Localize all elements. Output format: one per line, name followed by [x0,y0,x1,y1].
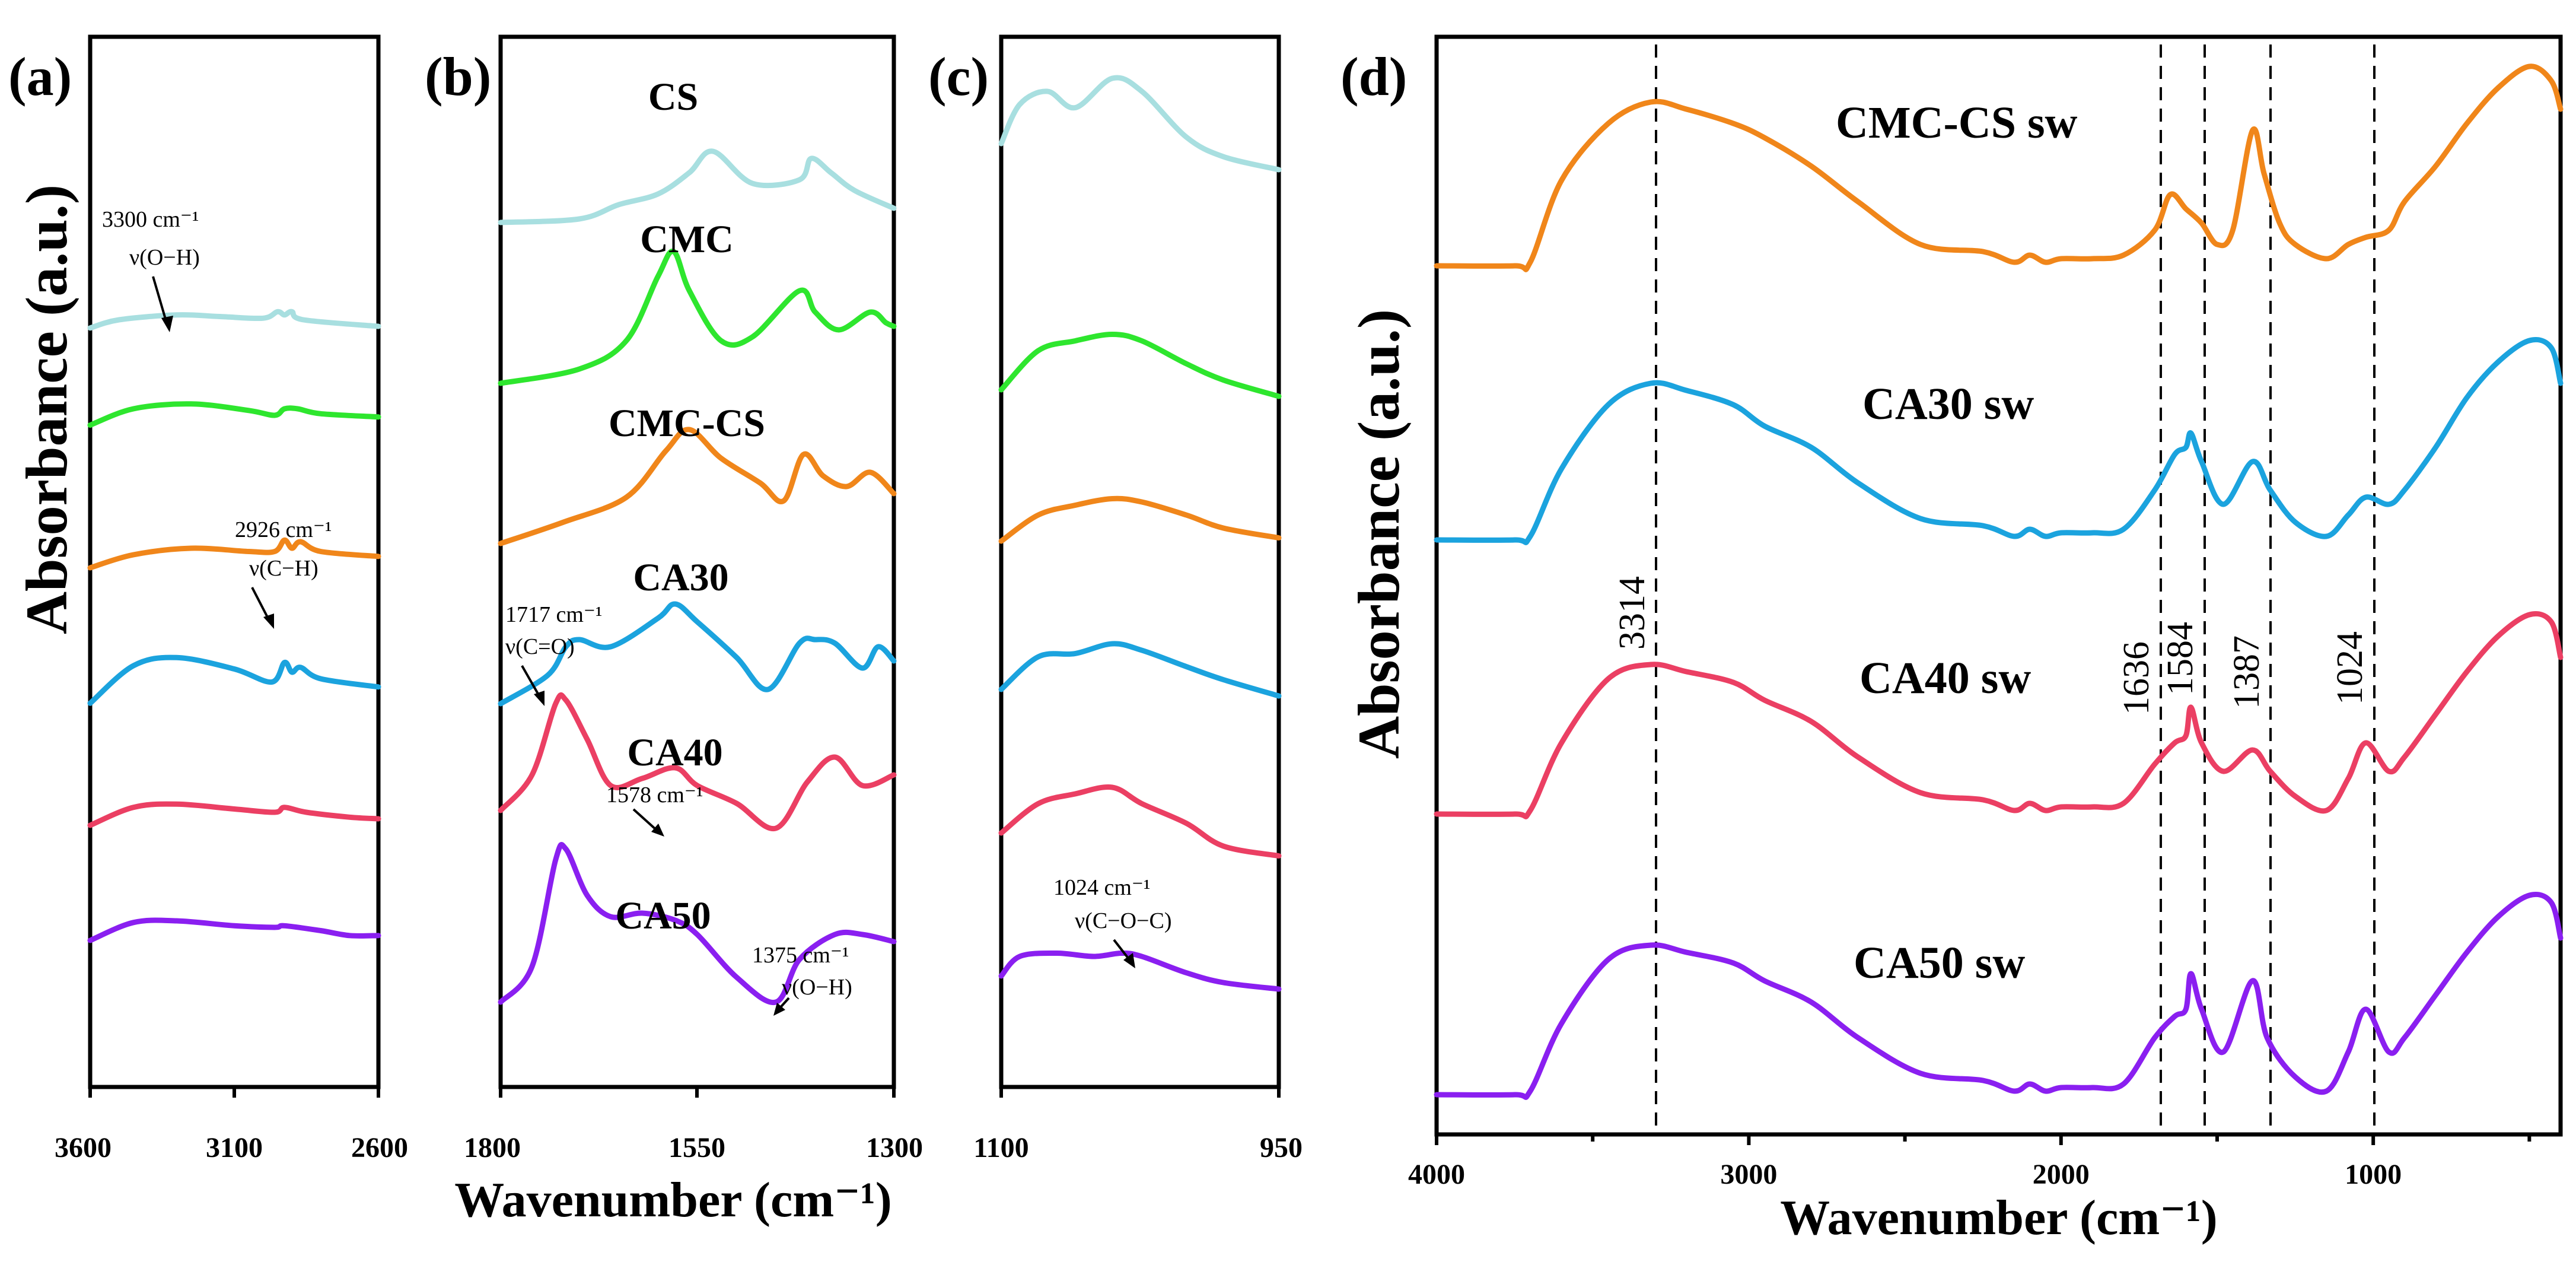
arrowhead-icon [161,316,173,332]
arrowhead-icon [534,691,545,706]
panel-d-vlines [1655,44,2376,1130]
panel-d-label: (d) [1340,46,1407,107]
spectrum-cs [498,148,897,225]
panel-d-tick-label: 2000 [2033,1159,2090,1190]
series-label-ca40-sw: CA40 sw [1859,653,2031,703]
panel-c: (c) 1100 950 1024 cm⁻¹ ν(C−O−C) [928,34,1303,1164]
spectrum-ca50 [998,950,1282,992]
spectrum-cs [998,75,1282,173]
panel-d: (d) Absorbance (a.u.) 3314 1636 1584 138… [1340,34,2564,1245]
series-label-ca30: CA30 [633,556,728,599]
panel-c-frame [999,34,1281,1089]
spectrum-cmc-cs [498,427,897,546]
panel-a-x-ticks: 3600 3100 2600 [55,1087,408,1164]
panel-d-x-ticks: 4000 3000 2000 1000 [1408,1134,2532,1190]
spectrum-cs [87,309,381,331]
panel-d-tick-label: 3000 [1720,1159,1777,1190]
panel-a: (a) Absorbance (a.u.) 3600 3100 2600 330… [8,34,408,1164]
vline-label-3314: 3314 [1612,576,1652,650]
vline-label-1636: 1636 [2116,641,2157,715]
series-label-ca50-sw: CA50 sw [1854,938,2025,988]
arrowhead-icon [773,1003,785,1016]
vline-label-1584: 1584 [2160,622,2201,695]
series-label-ca50: CA50 [615,894,711,937]
annotation-arrow [152,276,168,326]
spectrum-ca30 [87,654,381,706]
panel-a-annotation-oh: 3300 cm⁻¹ ν(O−H) [102,207,200,332]
panel-c-tick-label: 950 [1260,1132,1303,1164]
series-label-cmc-cs: CMC-CS [609,402,765,445]
panel-d-curves [1434,63,2564,1100]
spectrum-ca30 [498,601,897,707]
panel-b-annotation-1375: 1375 cm⁻¹ ν(O−H) [752,943,852,1016]
arrowhead-icon [1123,953,1135,968]
spectrum-cmc [498,249,897,386]
series-label-cs: CS [648,75,698,119]
annotation-text: 1717 cm⁻¹ [505,602,602,627]
panel-b-curves [498,148,897,1006]
panel-c-curves [998,75,1282,992]
panel-d-tick-label: 1000 [2345,1159,2402,1190]
annotation-text: 1024 cm⁻¹ [1053,875,1150,900]
panel-a-label: (a) [8,46,72,107]
spectrum-ca30-sw [1434,337,2564,545]
spectrum-ca50 [87,917,381,943]
panel-b-tick-label: 1300 [866,1132,923,1164]
panel-c-x-ticks: 1100 950 [973,1087,1303,1164]
annotation-text: 1375 cm⁻¹ [752,943,849,968]
annotation-text: 3300 cm⁻¹ [102,207,199,232]
annotation-text: 2926 cm⁻¹ [235,517,332,542]
series-label-cmc-cs-sw: CMC-CS sw [1836,98,2078,148]
panel-c-label: (c) [928,46,989,107]
spectrum-ca40 [498,692,897,832]
annotation-text: ν(C−O−C) [1075,908,1172,933]
panel-b-tick-label: 1550 [668,1132,725,1164]
spectrum-cmc-cs-sw [1434,63,2564,272]
annotation-text: ν(C=O) [505,634,575,659]
panel-b-tick-label: 1800 [464,1132,521,1164]
annotation-arrow [632,808,658,832]
panel-d-xlabel: Wavenumber (cm⁻¹) [1780,1190,2218,1245]
vline-label-1387: 1387 [2227,635,2267,709]
arrowhead-icon [651,824,664,837]
spectrum-cmc-cs [998,495,1282,544]
panel-c-annotation-coc: 1024 cm⁻¹ ν(C−O−C) [1053,875,1172,968]
panel-a-frame [88,34,381,1089]
series-label-ca30-sw: CA30 sw [1862,379,2034,429]
panel-b-x-ticks: 1800 1550 1300 [464,1087,923,1164]
panel-a-tick-label: 2600 [351,1132,408,1164]
spectrum-ca30 [998,641,1282,699]
vline-label-1024: 1024 [2330,631,2370,705]
panel-a-annotation-ch: 2926 cm⁻¹ ν(C−H) [235,517,332,629]
annotation-text: ν(O−H) [782,975,852,1000]
spectrum-ca50-sw [1434,892,2564,1100]
spectrum-ca40 [998,784,1282,859]
panel-b-xlabel: Wavenumber (cm⁻¹) [454,1172,892,1228]
spectrum-ca40 [87,801,381,828]
panel-b-label: (b) [425,46,491,107]
panel-c-tick-label: 1100 [973,1132,1029,1164]
panel-a-tick-label: 3100 [206,1132,263,1164]
panel-d-ylabel: Absorbance (a.u.) [1346,309,1412,759]
spectrum-cmc [998,332,1282,399]
panel-d-frame [1434,34,2563,1137]
series-label-ca40: CA40 [627,731,722,774]
panel-a-curves [87,309,381,943]
spectrum-cmc-cs [87,537,381,571]
annotation-text: ν(O−H) [129,245,200,270]
arrowhead-icon [263,613,274,629]
spectrum-ca40-sw [1434,611,2564,819]
panel-b-annotation-1578: 1578 cm⁻¹ [606,783,703,837]
panel-a-tick-label: 3600 [55,1132,112,1164]
panel-a-ylabel: Absorbance (a.u.) [14,185,79,634]
panel-d-tick-label: 4000 [1408,1159,1465,1190]
spectrum-cmc [87,401,381,428]
spectrum-ca50 [498,842,897,1006]
series-label-cmc: CMC [640,218,734,261]
panel-b: (b) CS CMC CMC-CS CA30 CA40 CA50 1800 15… [425,34,923,1228]
annotation-text: ν(C−H) [249,556,319,581]
annotation-text: 1578 cm⁻¹ [606,783,703,808]
panel-b-annotation-co: 1717 cm⁻¹ ν(C=O) [505,602,602,706]
